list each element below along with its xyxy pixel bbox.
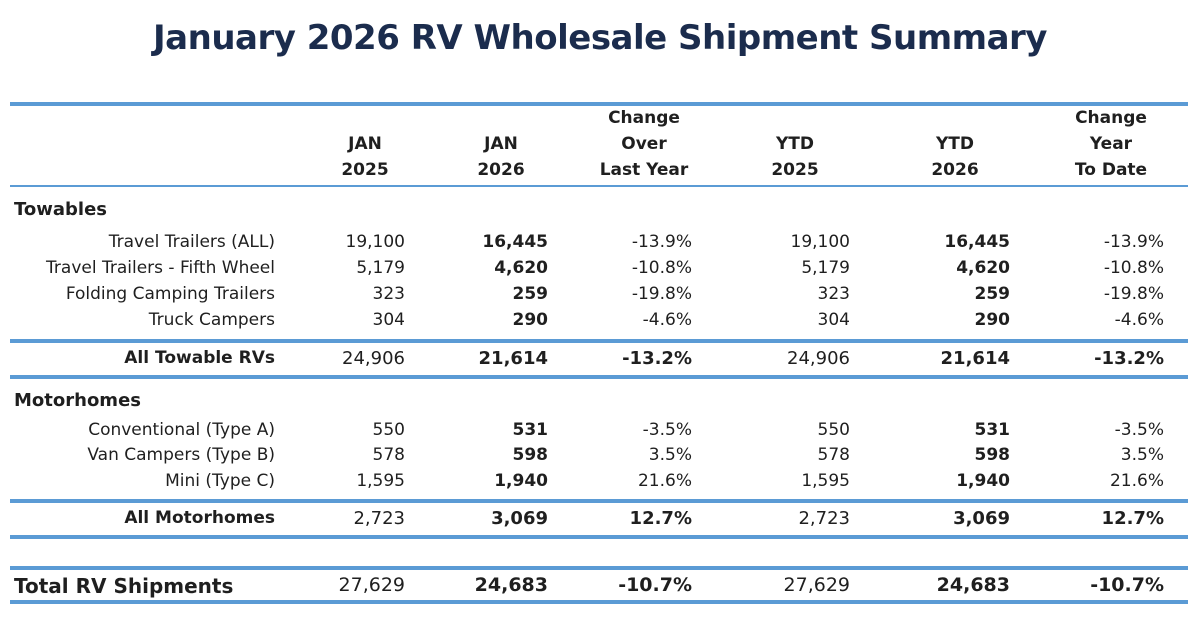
cell-change: 12.7%: [629, 508, 692, 529]
cell-ytd-change: -13.2%: [1094, 348, 1164, 369]
cell-ytd-2025: 323: [817, 284, 850, 304]
grand-total-row: Total RV Shipments 27,629 24,683 -10.7% …: [0, 572, 1200, 598]
cell-ytd-change: -19.8%: [1103, 284, 1164, 304]
row-label: Travel Trailers - Fifth Wheel: [46, 258, 275, 278]
row-label: Total RV Shipments: [14, 574, 234, 598]
header-top-rule: [10, 102, 1188, 106]
cell-jan-2025: 1,595: [356, 471, 405, 491]
cell-jan-2026: 1,940: [494, 471, 548, 491]
col-header-change-last-year: Change Over Last Year: [599, 108, 689, 180]
section-heading-towables: Towables: [14, 199, 108, 220]
row-label: Mini (Type C): [165, 471, 275, 491]
cell-jan-2025: 323: [372, 284, 405, 304]
cell-ytd-change: -13.9%: [1103, 232, 1164, 252]
cell-jan-2026: 531: [512, 420, 549, 440]
row-label: Travel Trailers (ALL): [108, 232, 275, 252]
cell-jan-2025: 5,179: [356, 258, 405, 278]
cell-ytd-2026: 598: [974, 445, 1011, 465]
cell-ytd-2025: 2,723: [798, 508, 850, 529]
grand-total-top-rule: [10, 566, 1188, 570]
col-header-jan-2026: JAN 2026: [477, 134, 525, 180]
table-row: Mini (Type C) 1,595 1,940 21.6% 1,595 1,…: [0, 469, 1200, 495]
row-label: Conventional (Type A): [88, 420, 275, 440]
cell-jan-2026: 598: [512, 445, 549, 465]
towables-total-bottom-rule: [10, 375, 1188, 379]
table-row: Travel Trailers - Fifth Wheel 5,179 4,62…: [0, 256, 1200, 282]
cell-change: -3.5%: [642, 420, 692, 440]
row-label: All Towable RVs: [124, 348, 275, 368]
cell-ytd-2026: 1,940: [956, 471, 1010, 491]
cell-jan-2026: 4,620: [494, 258, 548, 278]
grand-total-bottom-rule: [10, 600, 1188, 604]
table-row: Folding Camping Trailers 323 259 -19.8% …: [0, 282, 1200, 308]
col-header-change-ytd: Change Year To Date: [1074, 108, 1148, 180]
towables-total-top-rule: [10, 339, 1188, 343]
cell-ytd-2026: 4,620: [956, 258, 1010, 278]
motorhomes-total-top-rule: [10, 499, 1188, 503]
cell-change: -13.2%: [622, 348, 692, 369]
row-label: Van Campers (Type B): [87, 445, 275, 465]
row-label: Truck Campers: [148, 310, 275, 330]
cell-ytd-2025: 19,100: [790, 232, 850, 252]
cell-jan-2025: 578: [372, 445, 405, 465]
cell-ytd-2026: 3,069: [953, 508, 1010, 529]
cell-ytd-change: -10.7%: [1090, 574, 1164, 596]
table-row: Truck Campers 304 290 -4.6% 304 290 -4.6…: [0, 308, 1200, 334]
motorhomes-total-bottom-rule: [10, 535, 1188, 539]
cell-ytd-2025: 550: [817, 420, 850, 440]
cell-jan-2026: 24,683: [474, 574, 548, 596]
row-label: Folding Camping Trailers: [65, 284, 275, 304]
cell-jan-2026: 259: [512, 284, 549, 304]
cell-change: 21.6%: [637, 471, 692, 491]
col-header-jan-2025: JAN 2025: [341, 134, 389, 180]
subtotal-row-towables: All Towable RVs 24,906 21,614 -13.2% 24,…: [0, 346, 1200, 372]
cell-jan-2025: 27,629: [338, 574, 405, 596]
table-row: Conventional (Type A) 550 531 -3.5% 550 …: [0, 418, 1200, 444]
col-header-ytd-2026: YTD 2026: [931, 134, 979, 180]
cell-ytd-change: 21.6%: [1109, 471, 1164, 491]
cell-ytd-2026: 16,445: [944, 232, 1010, 252]
cell-change: -4.6%: [642, 310, 692, 330]
cell-ytd-2026: 259: [974, 284, 1011, 304]
page-title: January 2026 RV Wholesale Shipment Summa…: [153, 18, 1047, 58]
table-row: Travel Trailers (ALL) 19,100 16,445 -13.…: [0, 230, 1200, 256]
col-header-ytd-2025: YTD 2025: [771, 134, 819, 180]
cell-ytd-change: -3.5%: [1114, 420, 1164, 440]
cell-jan-2025: 550: [372, 420, 405, 440]
cell-ytd-2025: 5,179: [801, 258, 850, 278]
cell-ytd-change: 3.5%: [1120, 445, 1164, 465]
cell-jan-2025: 24,906: [342, 348, 405, 369]
cell-ytd-2025: 1,595: [801, 471, 850, 491]
cell-change: -13.9%: [631, 232, 692, 252]
cell-ytd-2026: 531: [974, 420, 1011, 440]
cell-ytd-2025: 578: [817, 445, 850, 465]
cell-ytd-2026: 290: [974, 310, 1011, 330]
subtotal-row-motorhomes: All Motorhomes 2,723 3,069 12.7% 2,723 3…: [0, 506, 1200, 532]
cell-ytd-2025: 27,629: [783, 574, 850, 596]
section-heading-motorhomes: Motorhomes: [14, 390, 141, 411]
cell-ytd-change: -4.6%: [1114, 310, 1164, 330]
cell-jan-2026: 16,445: [482, 232, 548, 252]
cell-ytd-change: -10.8%: [1103, 258, 1164, 278]
row-label: All Motorhomes: [124, 508, 275, 528]
header-bottom-rule: [10, 185, 1188, 187]
cell-jan-2025: 2,723: [353, 508, 405, 529]
cell-change: -10.8%: [631, 258, 692, 278]
cell-jan-2026: 3,069: [491, 508, 548, 529]
cell-jan-2026: 290: [512, 310, 549, 330]
cell-change: 3.5%: [648, 445, 692, 465]
cell-change: -10.7%: [618, 574, 692, 596]
cell-jan-2025: 19,100: [345, 232, 405, 252]
cell-ytd-2026: 21,614: [940, 348, 1010, 369]
cell-ytd-2026: 24,683: [936, 574, 1010, 596]
cell-jan-2025: 304: [372, 310, 405, 330]
cell-ytd-2025: 304: [817, 310, 850, 330]
cell-change: -19.8%: [631, 284, 692, 304]
table-row: Van Campers (Type B) 578 598 3.5% 578 59…: [0, 443, 1200, 469]
cell-jan-2026: 21,614: [478, 348, 548, 369]
cell-ytd-2025: 24,906: [787, 348, 850, 369]
cell-ytd-change: 12.7%: [1101, 508, 1164, 529]
